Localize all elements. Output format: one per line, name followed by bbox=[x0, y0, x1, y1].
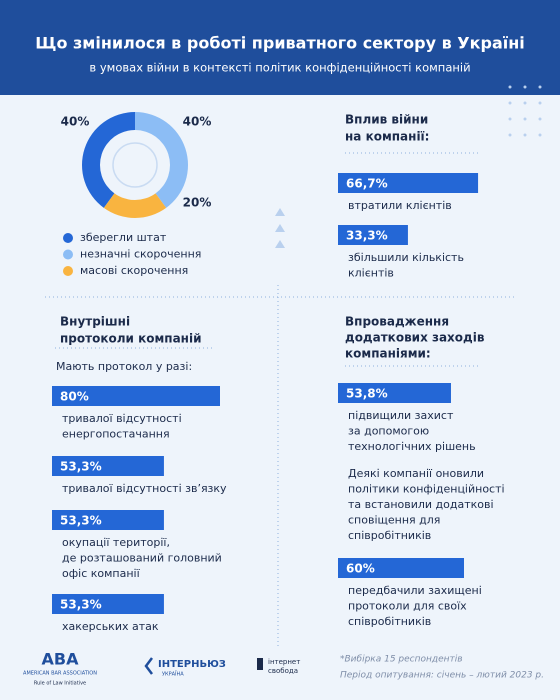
bar bbox=[52, 510, 164, 530]
note-text: співробітників bbox=[348, 529, 431, 542]
section-title: додаткових заходів bbox=[345, 331, 485, 345]
bar-label: 33,3% bbox=[346, 229, 388, 243]
bar bbox=[52, 594, 164, 614]
bar-label: 53,3% bbox=[60, 598, 102, 612]
item-text: клієнтів bbox=[348, 267, 394, 280]
bar-label: 66,7% bbox=[346, 177, 388, 191]
donut-segment bbox=[103, 193, 167, 218]
legend-swatch bbox=[63, 266, 73, 276]
internews-logo: ІНТЕРНЬЮЗ УКРАЇНА bbox=[144, 657, 226, 678]
note-text: та встановили додаткові bbox=[348, 498, 494, 511]
logo-text: ІНТЕРНЬЮЗ bbox=[158, 659, 226, 670]
logo-text: УКРАЇНА bbox=[162, 671, 184, 678]
bar bbox=[52, 456, 164, 476]
donut-segment bbox=[135, 112, 189, 208]
item-text: офіс компанії bbox=[62, 567, 141, 580]
item-text: збільшили кількість bbox=[348, 251, 464, 264]
item-text: співробітників bbox=[348, 615, 431, 628]
donut-icon bbox=[112, 142, 158, 188]
bar-label: 60% bbox=[346, 562, 375, 576]
item-text: підвищили захист bbox=[348, 409, 454, 422]
segment-label: 40% bbox=[183, 115, 212, 129]
legend-swatch bbox=[63, 249, 73, 260]
bar-label: 80% bbox=[60, 390, 89, 404]
section-title: протоколи компаній bbox=[60, 332, 202, 346]
note-text: політики конфіденційності bbox=[348, 483, 505, 496]
aba-logo: ABA AMERICAN BAR ASSOCIATION Rule of Law… bbox=[23, 650, 97, 687]
title: Що змінилося в роботі приватного сектору… bbox=[35, 34, 525, 53]
legend-label: масові скорочення bbox=[80, 264, 188, 277]
logo-text: Rule of Law Initiative bbox=[34, 681, 86, 687]
note-text: Деякі компанії оновили bbox=[348, 467, 484, 480]
section-title: на компанії: bbox=[345, 130, 429, 144]
logo-text: ABA bbox=[42, 650, 80, 669]
footnote: Період опитування: січень – лютий 2023 р… bbox=[340, 671, 544, 681]
item-text: передбачили захищені bbox=[348, 584, 482, 597]
bar-label: 53,8% bbox=[346, 387, 388, 401]
header-band bbox=[0, 0, 560, 95]
bar bbox=[338, 383, 451, 403]
donut-segment bbox=[82, 112, 135, 208]
section-title: компаніями: bbox=[345, 347, 431, 361]
bar bbox=[338, 558, 464, 578]
logo-text: інтернет bbox=[268, 658, 300, 666]
legend-swatch bbox=[63, 233, 73, 243]
bar bbox=[338, 225, 408, 245]
section-title: Внутрішні bbox=[60, 315, 130, 329]
intro: Мають протокол у разі: bbox=[56, 360, 192, 373]
freedom-logo: інтернет свобода bbox=[257, 658, 300, 675]
item-text: окупації території, bbox=[62, 536, 170, 549]
bar-label: 53,3% bbox=[60, 514, 102, 528]
item-text: де розташований головний bbox=[62, 552, 222, 565]
item-text: втратили клієнтів bbox=[348, 199, 452, 212]
item-text: протоколи для своїх bbox=[348, 600, 467, 613]
bar bbox=[52, 386, 220, 406]
bar bbox=[338, 173, 479, 193]
section-title: Впровадження bbox=[345, 315, 449, 329]
item-text: тривалої відсутності bbox=[62, 412, 182, 425]
segment-label: 40% bbox=[61, 115, 90, 129]
note-text: сповіщення для bbox=[348, 514, 440, 527]
bar-label: 53,3% bbox=[60, 460, 102, 474]
logo-text: AMERICAN BAR ASSOCIATION bbox=[23, 671, 97, 677]
legend-label: незначні скорочення bbox=[80, 248, 201, 261]
subtitle: в умовах війни в контексті політик конфі… bbox=[89, 61, 470, 75]
footnote: *Вибірка 15 респондентів bbox=[340, 655, 463, 665]
item-text: тривалої відсутності зв’язку bbox=[62, 482, 227, 495]
legend-label: зберегли штат bbox=[80, 231, 167, 244]
item-text: хакерських атак bbox=[62, 620, 159, 633]
item-text: енергопостачання bbox=[62, 428, 170, 441]
item-text: за допомогою bbox=[348, 425, 429, 438]
decor bbox=[275, 85, 542, 248]
item-text: технологічних рішень bbox=[348, 440, 476, 453]
section-title: Вплив війни bbox=[345, 113, 428, 127]
logo-text: свобода bbox=[268, 667, 298, 675]
segment-label: 20% bbox=[183, 196, 212, 210]
